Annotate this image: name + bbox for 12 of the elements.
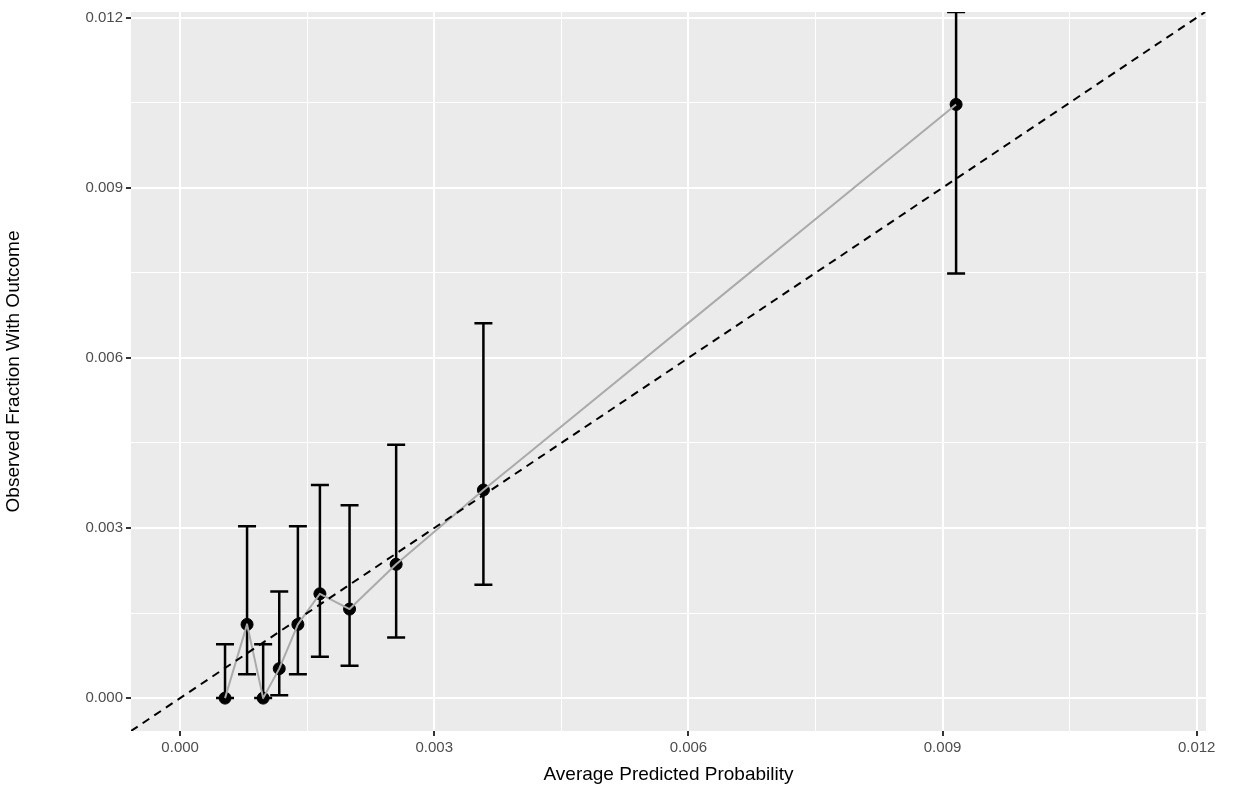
x-tick-label: 0.009 [923,738,962,756]
x-tick-label: 0.012 [1177,738,1216,756]
x-tick-label: 0.003 [415,738,454,756]
x-tick-label: 0.000 [161,738,199,756]
y-axis-title: Observed Fraction With Outcome [1,230,23,513]
y-tick-label: 0.000 [85,688,123,706]
y-tick-label: 0.009 [85,177,123,195]
x-tick-label: 0.006 [669,738,708,756]
y-tick-label: 0.006 [85,348,123,366]
y-tick-label: 0.012 [85,7,123,25]
x-axis-title: Average Predicted Probability [543,762,794,784]
y-tick-label: 0.003 [85,518,123,536]
